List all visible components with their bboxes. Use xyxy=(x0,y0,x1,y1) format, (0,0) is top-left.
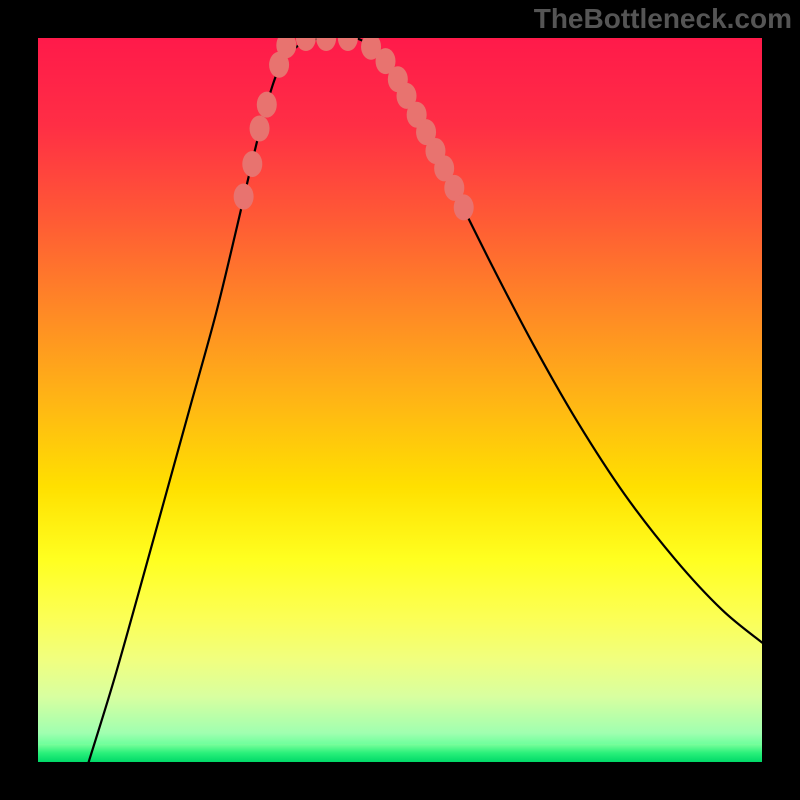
curve-left-branch xyxy=(89,38,321,762)
chart-svg xyxy=(38,38,762,762)
watermark-text: TheBottleneck.com xyxy=(534,3,792,35)
data-dot xyxy=(242,151,262,177)
data-dot xyxy=(234,184,254,210)
data-dot xyxy=(257,92,277,118)
chart-container: TheBottleneck.com xyxy=(0,0,800,800)
data-dot xyxy=(338,38,358,51)
data-dot xyxy=(316,38,336,51)
green-zone-bar xyxy=(38,744,762,762)
plot-area xyxy=(38,38,762,762)
data-dot xyxy=(296,38,316,51)
data-dot xyxy=(250,116,270,142)
data-dot xyxy=(454,194,474,220)
